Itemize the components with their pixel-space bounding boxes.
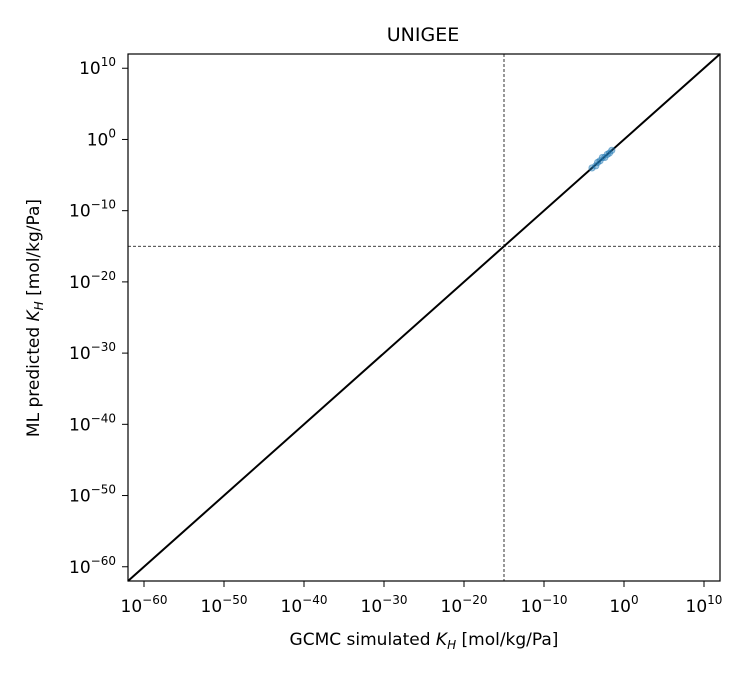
x-tick-label: 10−10: [521, 593, 568, 617]
data-points: [588, 146, 616, 172]
plot-frame: [127, 53, 721, 582]
y-tick-label: 10−20: [69, 269, 116, 293]
y-tick-label: 100: [87, 126, 116, 150]
x-tick-label: 10−30: [361, 593, 408, 617]
x-tick-label: 10−50: [201, 593, 248, 617]
y-tick-label: 10−10: [69, 198, 116, 222]
data-point: [608, 146, 616, 154]
reference-lines: [128, 54, 720, 581]
chart-title: UNIGEE: [387, 24, 459, 46]
x-axis-ticks: 10−60 10−50 10−40 10−30 10−20 10−10 100 1010: [121, 581, 723, 617]
data-point: [592, 162, 600, 170]
x-tick-label: 10−60: [121, 593, 168, 617]
y-tick-label: 10−40: [69, 411, 116, 435]
data-point: [588, 164, 596, 172]
identity-line-group: [127, 53, 721, 582]
y-tick-label: 10−50: [69, 483, 116, 507]
x-tick-label: 10−20: [441, 593, 488, 617]
y-tick-label: 10−60: [69, 554, 116, 578]
y-axis-ticks: 10−60 10−50 10−40 10−30 10−20 10−10 100 1010: [69, 55, 128, 578]
y-tick-label: 1010: [79, 55, 116, 79]
x-tick-label: 100: [609, 593, 638, 617]
x-tick-label: 10−40: [281, 593, 328, 617]
y-axis-label: ML predicted KH [mol/kg/Pa]: [24, 199, 46, 437]
x-axis-label: GCMC simulated KH [mol/kg/Pa]: [290, 630, 559, 652]
x-tick-label: 1010: [686, 593, 723, 617]
identity-line: [127, 53, 721, 582]
y-tick-label: 10−30: [69, 340, 116, 364]
